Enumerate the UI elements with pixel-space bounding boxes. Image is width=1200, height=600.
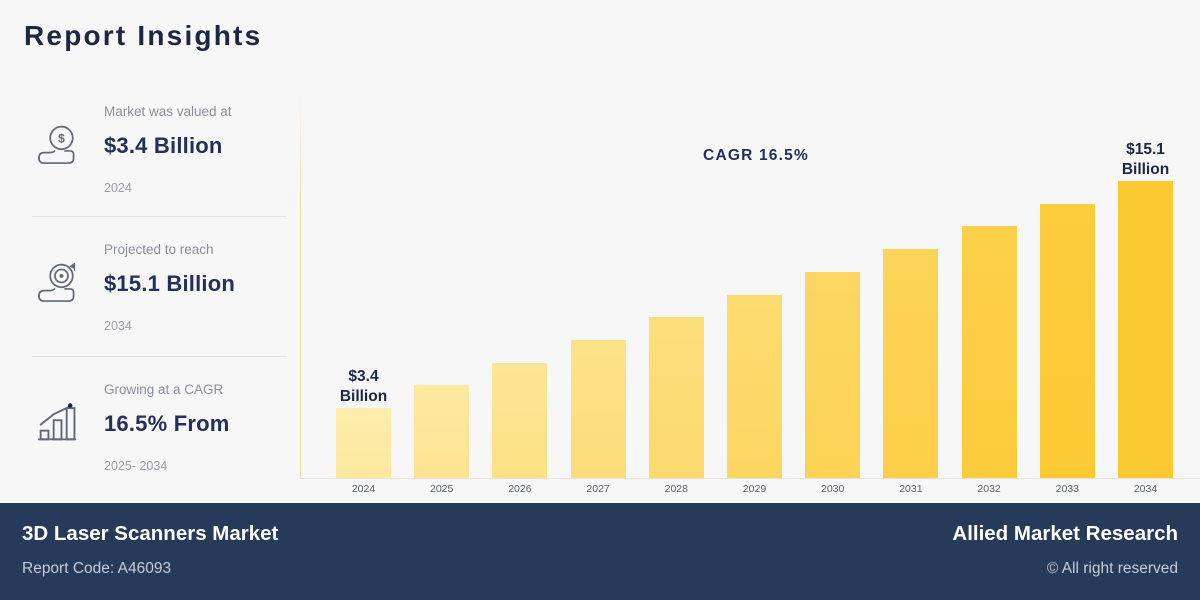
svg-text:$: $: [58, 131, 65, 145]
